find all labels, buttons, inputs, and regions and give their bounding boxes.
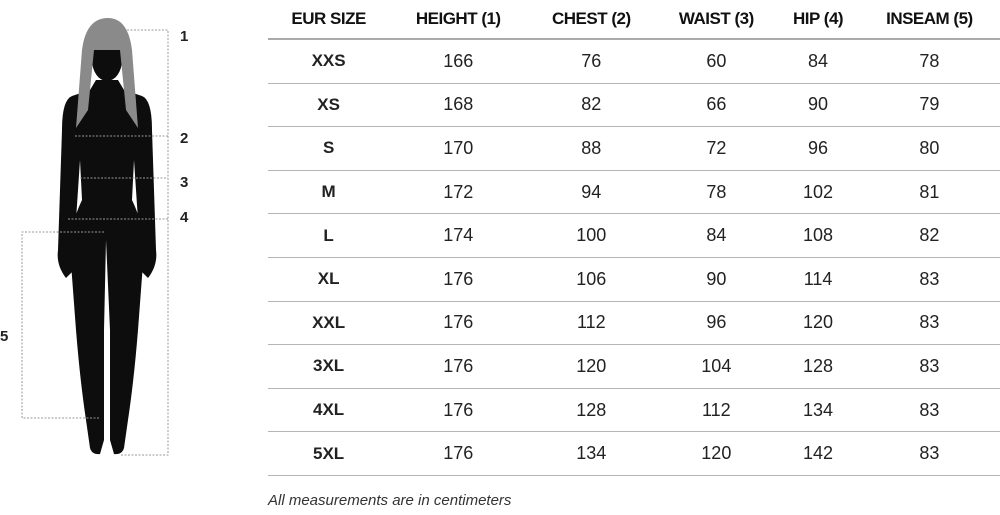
- table-row: XXL 176 112 96 120 83: [268, 301, 1000, 346]
- measurement-cell: 90: [777, 83, 859, 128]
- measurement-cell: 174: [389, 213, 528, 258]
- size-cell: XL: [268, 257, 390, 302]
- measurement-cell: 166: [389, 39, 528, 84]
- measurement-cell: 83: [858, 431, 1000, 476]
- size-chart-table: EUR SIZE HEIGHT (1) CHEST (2) WAIST (3) HIP …: [268, 0, 1000, 476]
- measurement-cell: 176: [389, 301, 528, 346]
- size-cell: L: [268, 213, 390, 258]
- measurement-label-hip: 4: [180, 209, 189, 226]
- measurement-cell: 108: [777, 213, 859, 258]
- measurement-label-inseam: 5: [0, 328, 9, 345]
- measurement-cell: 112: [527, 301, 656, 346]
- table-row: L 174 100 84 108 82: [268, 213, 1000, 258]
- column-header: HIP (4): [777, 0, 859, 40]
- measurement-cell: 80: [858, 126, 1000, 171]
- measurement-cell: 176: [389, 257, 528, 302]
- measurement-cell: 83: [858, 388, 1000, 433]
- size-cell: M: [268, 170, 390, 215]
- measurement-cell: 120: [777, 301, 859, 346]
- measurement-cell: 94: [527, 170, 656, 215]
- measurement-label-waist: 3: [180, 174, 189, 191]
- measurement-cell: 176: [389, 388, 528, 433]
- measurement-cell: 102: [777, 170, 859, 215]
- table-row: 4XL 176 128 112 134 83: [268, 388, 1000, 433]
- measurement-cell: 78: [858, 39, 1000, 84]
- body-measurement-figure: 1 2 3 4 5: [0, 0, 265, 510]
- measurement-cell: 134: [777, 388, 859, 433]
- footnote: All measurements are in centimeters: [268, 492, 512, 509]
- column-header: EUR SIZE: [268, 0, 390, 40]
- measurement-cell: 83: [858, 301, 1000, 346]
- measurement-cell: 79: [858, 83, 1000, 128]
- measurement-cell: 88: [527, 126, 656, 171]
- measurement-cell: 96: [777, 126, 859, 171]
- measurement-cell: 176: [389, 431, 528, 476]
- measurement-cell: 83: [858, 344, 1000, 389]
- measurement-cell: 66: [655, 83, 778, 128]
- measurement-cell: 96: [655, 301, 778, 346]
- table-row: 3XL 176 120 104 128 83: [268, 344, 1000, 389]
- size-cell: 3XL: [268, 344, 390, 389]
- header-row: EUR SIZE HEIGHT (1) CHEST (2) WAIST (3) HIP …: [268, 0, 1000, 40]
- measurement-cell: 84: [655, 213, 778, 258]
- measurement-cell: 60: [655, 39, 778, 84]
- column-header: INSEAM (5): [858, 0, 1000, 40]
- measurement-label-chest: 2: [180, 130, 189, 147]
- measurement-cell: 168: [389, 83, 528, 128]
- measurement-cell: 104: [655, 344, 778, 389]
- measurement-cell: 90: [655, 257, 778, 302]
- measurement-cell: 84: [777, 39, 859, 84]
- size-cell: XXS: [268, 39, 390, 84]
- table-row: M 172 94 78 102 81: [268, 170, 1000, 215]
- size-cell: XS: [268, 83, 390, 128]
- measurement-cell: 78: [655, 170, 778, 215]
- column-header: HEIGHT (1): [389, 0, 528, 40]
- size-cell: S: [268, 126, 390, 171]
- measurement-cell: 114: [777, 257, 859, 302]
- table-row: XXS 166 76 60 84 78: [268, 39, 1000, 84]
- table-row: XS 168 82 66 90 79: [268, 83, 1000, 128]
- silhouette-illustration: [21, 18, 169, 456]
- measurement-cell: 142: [777, 431, 859, 476]
- size-cell: XXL: [268, 301, 390, 346]
- measurement-cell: 100: [527, 213, 656, 258]
- measurement-cell: 120: [527, 344, 656, 389]
- measurement-cell: 170: [389, 126, 528, 171]
- table-row: XL 176 106 90 114 83: [268, 257, 1000, 302]
- measurement-cell: 82: [527, 83, 656, 128]
- measurement-cell: 172: [389, 170, 528, 215]
- column-header: WAIST (3): [655, 0, 778, 40]
- table-row: S 170 88 72 96 80: [268, 126, 1000, 171]
- measurement-cell: 106: [527, 257, 656, 302]
- measurement-cell: 81: [858, 170, 1000, 215]
- measurement-cell: 134: [527, 431, 656, 476]
- measurement-cell: 72: [655, 126, 778, 171]
- measurement-cell: 128: [527, 388, 656, 433]
- measurement-cell: 176: [389, 344, 528, 389]
- measurement-cell: 82: [858, 213, 1000, 258]
- column-header: CHEST (2): [527, 0, 656, 40]
- table-row: 5XL 176 134 120 142 83: [268, 431, 1000, 476]
- measurement-label-height: 1: [180, 28, 189, 45]
- measurement-cell: 112: [655, 388, 778, 433]
- measurement-cell: 76: [527, 39, 656, 84]
- measurement-cell: 120: [655, 431, 778, 476]
- size-cell: 4XL: [268, 388, 390, 433]
- measurement-cell: 128: [777, 344, 859, 389]
- size-cell: 5XL: [268, 431, 390, 476]
- measurement-cell: 83: [858, 257, 1000, 302]
